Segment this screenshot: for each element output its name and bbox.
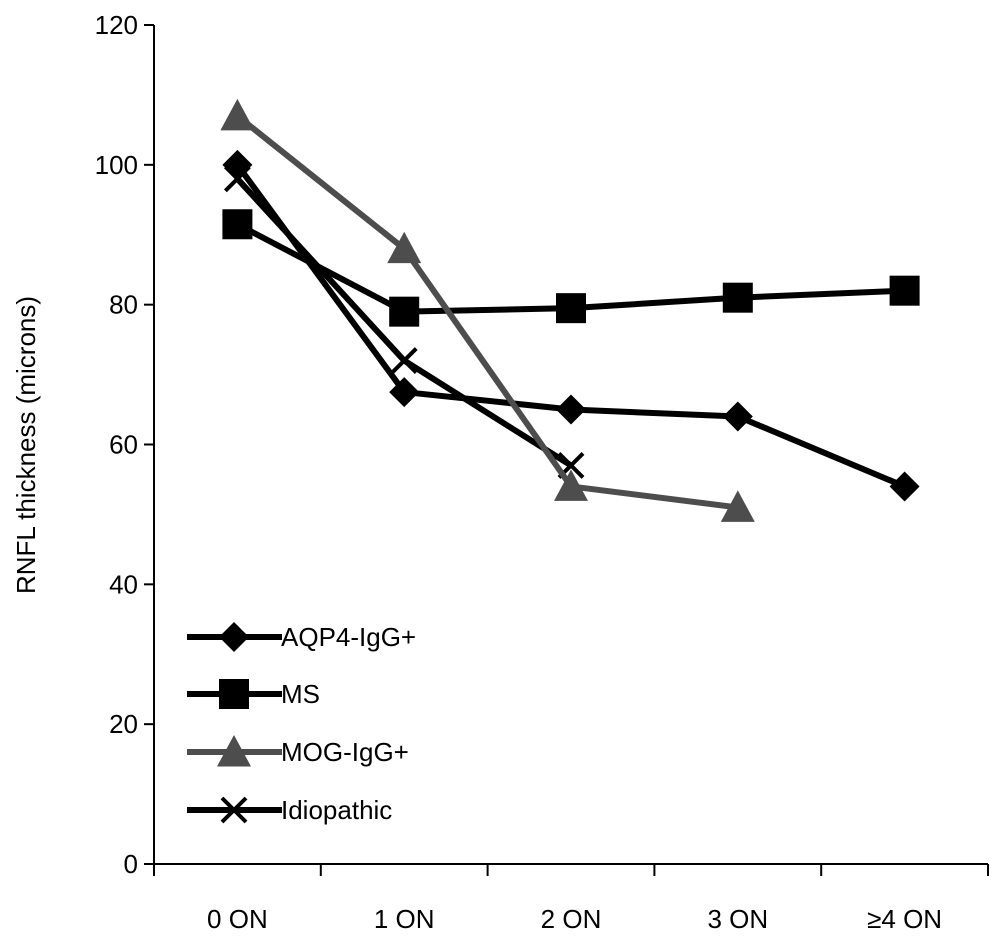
legend-label: MOG-IgG+ [281, 737, 409, 767]
legend-label: MS [281, 679, 320, 709]
series-mog-igg [220, 98, 755, 522]
series-ms [222, 209, 920, 327]
data-point-aqp4-igg [722, 401, 753, 432]
legend: AQP4-IgG+ MS MOG-IgG+ Idiopathic [187, 622, 416, 825]
y-tick-label: 20 [109, 709, 138, 739]
data-point-ms [889, 275, 920, 306]
data-point-aqp4-igg [889, 471, 920, 502]
series-line-aqp4-igg [234, 163, 906, 490]
x-tick-label: 2 ON [541, 904, 602, 934]
data-point-idiopathic [223, 165, 251, 193]
legend-item-ms: MS [187, 679, 320, 709]
x-tick-label: 0 ON [207, 904, 268, 934]
y-tick-label: 100 [95, 150, 138, 180]
legend-marker [219, 679, 249, 709]
legend-item-aqp4-igg: AQP4-IgG+ [187, 622, 416, 652]
y-tick-label: 80 [109, 290, 138, 320]
data-point-ms [556, 293, 586, 324]
y-tick-label: 60 [109, 430, 138, 460]
y-tick-label: 40 [109, 569, 138, 599]
data-point-ms [389, 296, 420, 327]
data-point-mog-igg [387, 231, 422, 264]
legend-item-idiopathic: Idiopathic [187, 795, 392, 825]
legend-marker [217, 735, 251, 767]
legend-label: Idiopathic [281, 795, 392, 825]
series-layer [220, 98, 920, 522]
series-line-mog-igg [235, 113, 739, 511]
y-axis-title: RNFL thickness (microns) [11, 296, 41, 594]
legend-marker [220, 796, 248, 824]
data-point-mog-igg [720, 490, 755, 522]
axes: 0 20 40 60 80 100 120 0 ON 1 ON 2 ON 3 ON ≥4 ON [95, 10, 989, 934]
legend-label: AQP4-IgG+ [281, 622, 416, 652]
data-point-ms [722, 282, 753, 313]
y-tick-label: 0 [124, 849, 138, 879]
series-aqp4-igg [222, 149, 920, 502]
data-point-mog-igg [220, 98, 255, 131]
y-tick-label: 120 [95, 10, 138, 40]
x-tick-label: 1 ON [374, 904, 435, 934]
data-point-aqp4-igg [389, 377, 420, 408]
data-point-idiopathic [390, 347, 418, 375]
x-tick-label: ≥4 ON [867, 904, 942, 934]
series-idiopathic [223, 165, 585, 479]
x-tick-label: 3 ON [707, 904, 768, 934]
data-point-mog-igg [554, 469, 588, 501]
legend-item-mog-igg: MOG-IgG+ [187, 735, 409, 767]
legend-marker [219, 622, 249, 652]
data-point-aqp4-igg [556, 394, 586, 425]
data-point-ms [222, 209, 253, 240]
